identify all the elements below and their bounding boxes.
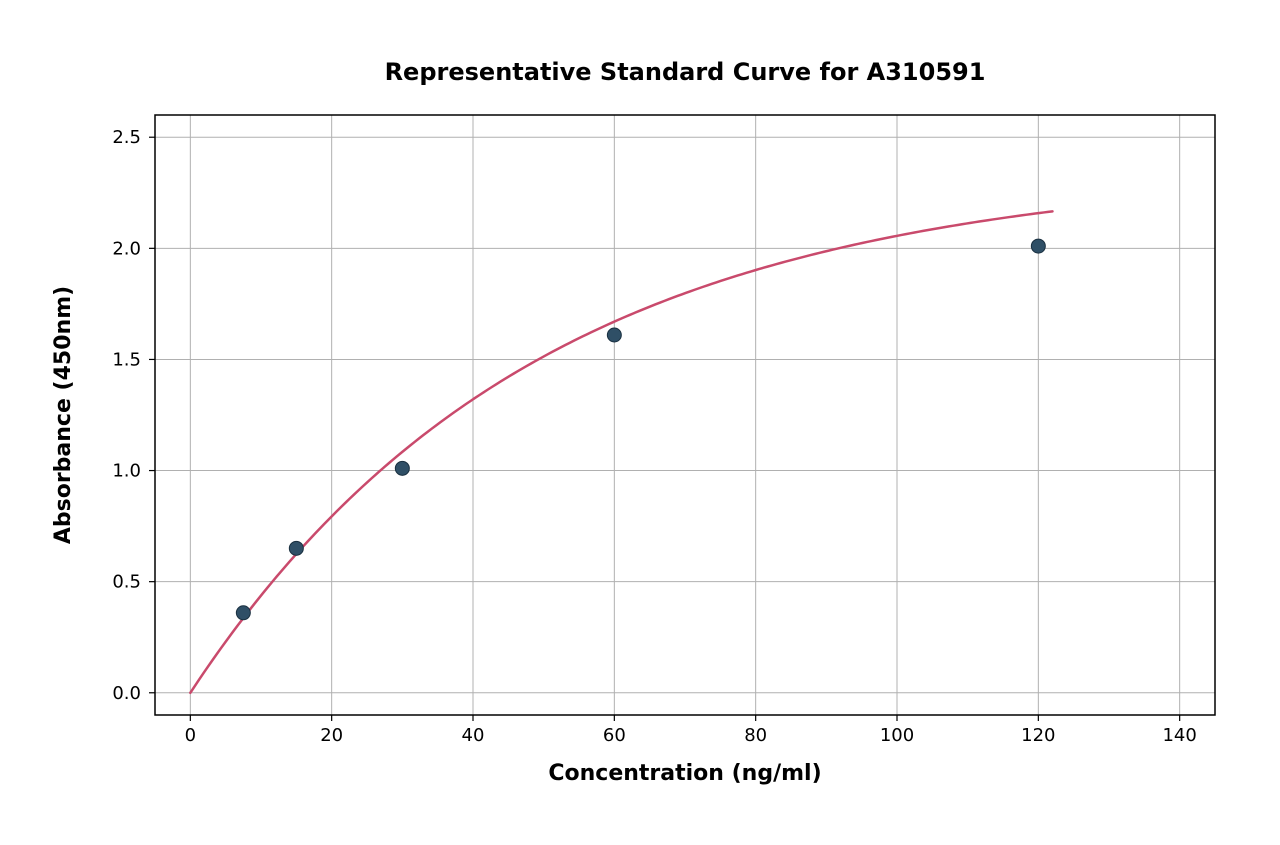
y-tick-label: 1.0 [112,461,141,482]
plot-area [155,115,1215,715]
x-tick-label: 0 [185,725,196,746]
data-point [395,461,409,475]
y-tick-label: 2.0 [112,238,141,259]
data-point [236,606,250,620]
y-axis-label: Absorbance (450nm) [51,286,76,544]
chart-container: 0 20 40 60 80 100 120 140 0.0 0.5 1.0 1.5 2.0 2.5 Repr… [0,0,1280,845]
x-tick-label: 40 [462,725,485,746]
y-tick-label: 1.5 [112,349,141,370]
standard-curve-chart: 0 20 40 60 80 100 120 140 0.0 0.5 1.0 1.5 2.0 2.5 Repr… [0,0,1280,845]
x-tick-label: 60 [603,725,626,746]
x-axis-label: Concentration (ng/ml) [548,761,821,786]
x-tick-label: 20 [320,725,343,746]
data-point [607,328,621,342]
x-tick-label: 100 [880,725,914,746]
y-tick-label: 0.0 [112,683,141,704]
y-tick-label: 2.5 [112,127,141,148]
y-tick-label: 0.5 [112,572,141,593]
x-tick-label: 80 [744,725,767,746]
chart-title: Representative Standard Curve for A31059… [385,58,986,86]
data-point [1031,239,1045,253]
x-tick-label: 120 [1021,725,1055,746]
data-point [289,541,303,555]
x-tick-label: 140 [1162,725,1196,746]
